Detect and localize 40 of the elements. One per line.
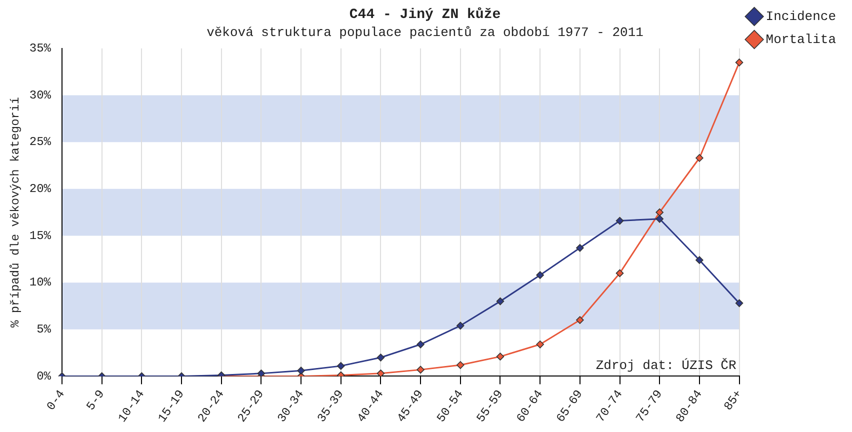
- point: [496, 352, 504, 360]
- point: [456, 322, 464, 330]
- point: [456, 361, 464, 369]
- point: [696, 154, 704, 162]
- annotation: Zdroj dat: ÚZIS ČR: [596, 358, 736, 374]
- point: [696, 256, 704, 264]
- y-tick-label: 25%: [29, 135, 52, 150]
- point: [656, 214, 664, 223]
- y-tick-label: 35%: [29, 42, 52, 56]
- point: [336, 362, 345, 370]
- point: [656, 208, 664, 216]
- x-tick-label: 85+: [721, 387, 746, 414]
- point: [496, 297, 504, 306]
- legend-label: Mortalita: [766, 32, 836, 47]
- x-tick-label: 5-9: [84, 387, 108, 414]
- y-tick-label: 5%: [36, 322, 52, 337]
- y-tick-label: 10%: [29, 276, 52, 290]
- x-tick-label: 0-4: [44, 387, 68, 414]
- point: [297, 366, 305, 375]
- legend-label: Incidence: [766, 8, 836, 24]
- y-tick-label: 30%: [29, 88, 52, 102]
- point: [576, 244, 584, 252]
- point: [536, 271, 544, 279]
- point: [536, 340, 544, 348]
- point: [735, 58, 744, 66]
- y-tick-label: 20%: [29, 182, 52, 196]
- point: [616, 216, 624, 225]
- y-tick-label: 0%: [36, 369, 52, 384]
- point: [416, 340, 424, 348]
- point: [257, 370, 266, 376]
- chart-subtitle: věková struktura populace pacientů za období 1977 - 2011: [206, 25, 644, 40]
- point: [376, 370, 385, 376]
- y-tick-label: 15%: [29, 228, 52, 243]
- point: [735, 299, 744, 308]
- point: [416, 366, 424, 374]
- point: [576, 316, 584, 324]
- point: [376, 354, 385, 362]
- chart-title: C44 - Jiný ZN kůže: [349, 6, 501, 23]
- y-axis-title: % případů dle věkových kategorií: [8, 97, 22, 328]
- point: [616, 269, 624, 278]
